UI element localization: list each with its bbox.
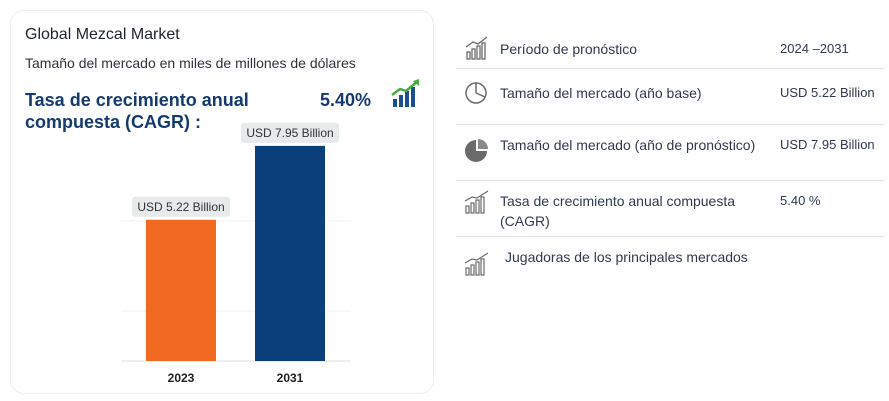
summary-row: Tasa de crecimiento anual compuesta (CAG…: [456, 181, 884, 237]
data-label-box: [132, 196, 230, 217]
summary-row: Tamaño del mercado (año de pronóstico) US…: [456, 125, 884, 181]
summary-row-value: 5.40 %: [780, 193, 821, 208]
summary-row-label: Tasa de crecimiento anual compuesta (CAG…: [500, 193, 736, 229]
summary-row-label: Tamaño del mercado (año de pronóstico): [500, 137, 756, 153]
summary-row-value: 2024 –2031: [780, 41, 849, 56]
summary-row-value: USD 7.95 Billion: [780, 137, 875, 152]
bar-chart: USD 5.22 Billion 2023 USD 7.95 Billion 2031: [11, 11, 435, 395]
cagr-value: 5.40%: [320, 90, 372, 110]
market-summary-table: Período de pronóstico 2024 –2031 Tamaño de…: [456, 27, 884, 293]
data-label-box: [241, 122, 339, 143]
pie-chart-outline-icon: [464, 79, 490, 105]
bar-growth-icon: [464, 251, 490, 277]
forecast-chart-icon: [464, 35, 490, 61]
summary-row-label: Jugadoras de los principales mercados: [505, 249, 748, 265]
summary-row: Tamaño del mercado (año base) USD 5.22 Bi…: [456, 69, 884, 125]
market-card: Global Mezcal Market Tamaño del mercado …: [10, 10, 434, 394]
x-tick-label: 2031: [277, 371, 304, 385]
bar-chart-svg: USD 5.22 Billion 2023 USD 7.95 Billion 2031: [121, 122, 351, 385]
bar-growth-icon: [464, 189, 490, 215]
summary-row-label: Período de pronóstico: [500, 41, 637, 57]
bar-2031: [255, 145, 325, 361]
data-label: USD 7.95 Billion: [246, 126, 333, 140]
x-tick-label: 2023: [168, 371, 195, 385]
summary-row-value: USD 5.22 Billion: [780, 85, 875, 100]
pie-chart-filled-icon: [464, 137, 490, 163]
card-title: Global Mezcal Market: [25, 26, 180, 43]
growth-chart-icon: [391, 79, 419, 107]
summary-row: Jugadoras de los principales mercados: [456, 237, 884, 293]
cagr-label: Tasa de crecimiento anual compuesta (CAG…: [25, 90, 249, 132]
summary-row-label: Tamaño del mercado (año base): [500, 85, 702, 101]
bar-2023: [146, 219, 216, 361]
summary-row: Período de pronóstico 2024 –2031: [456, 27, 884, 69]
card-subtitle: Tamaño del mercado en miles de millones …: [25, 55, 356, 71]
data-label: USD 5.22 Billion: [137, 200, 224, 214]
